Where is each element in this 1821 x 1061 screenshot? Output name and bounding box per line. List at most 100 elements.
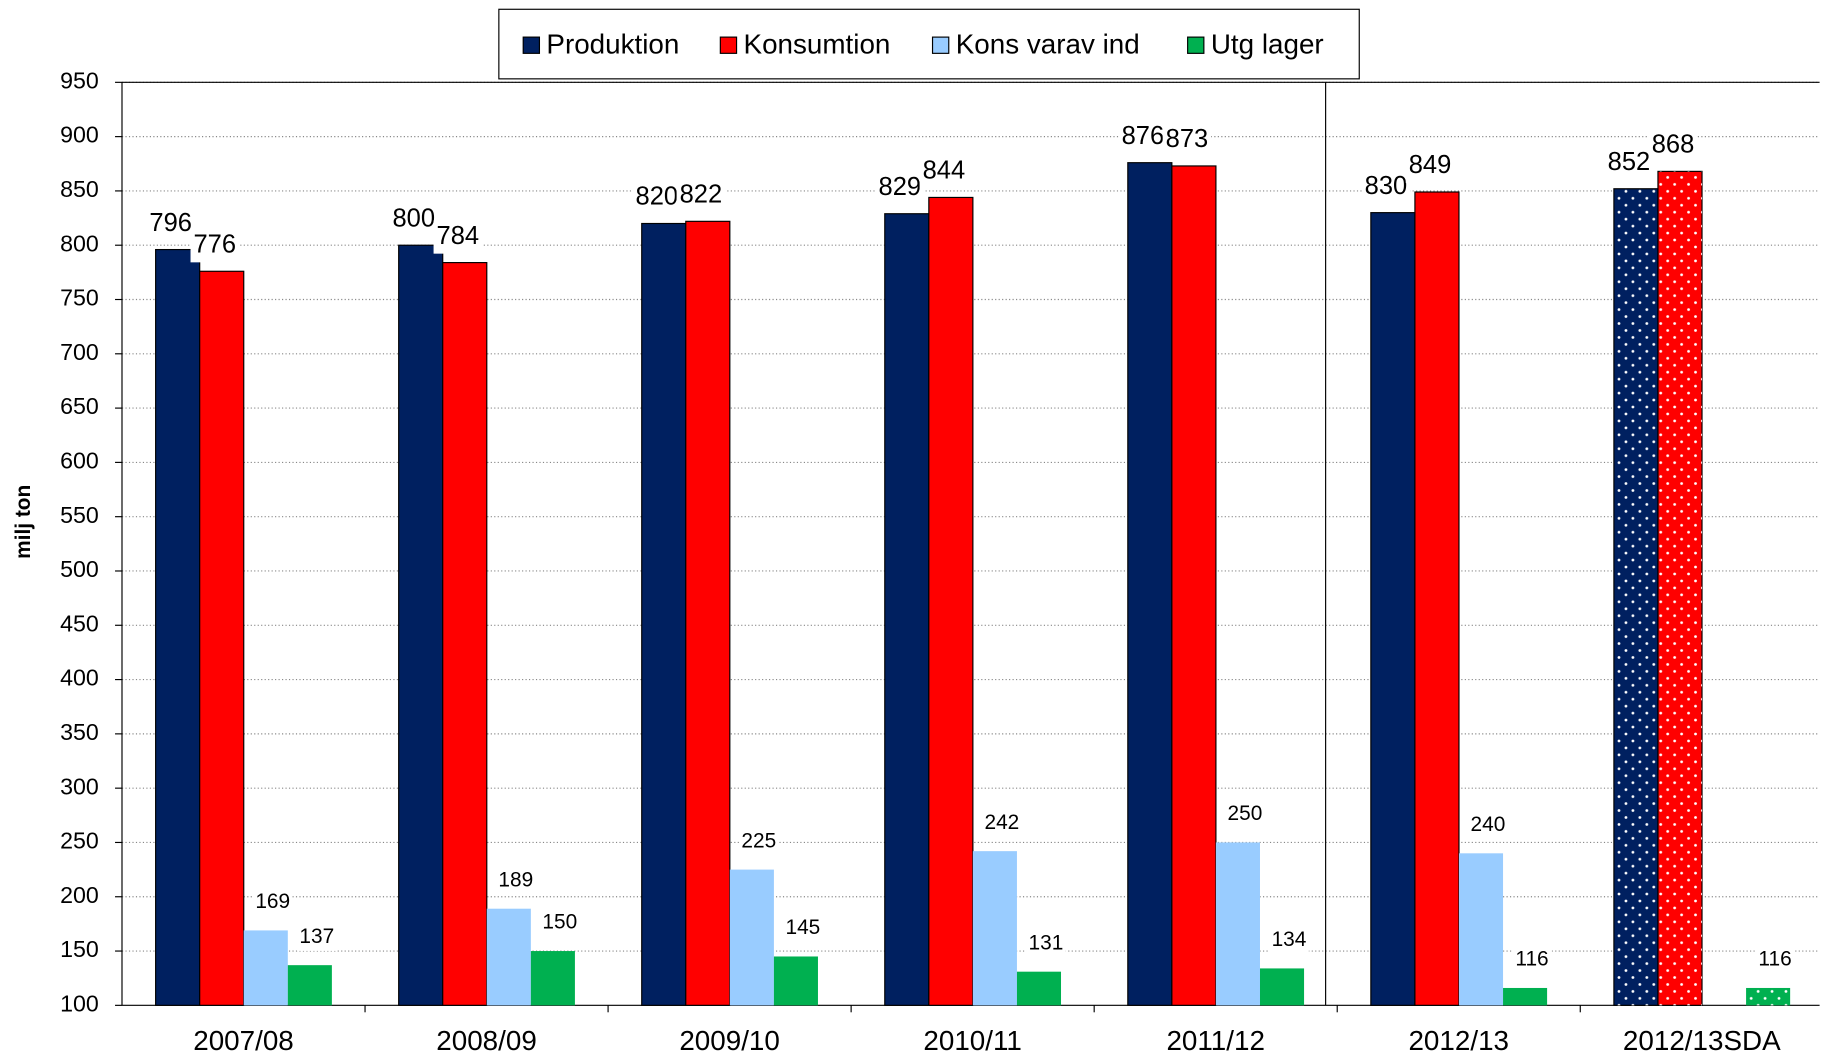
data-label-bg	[1118, 120, 1168, 154]
legend-label: Produktion	[546, 29, 679, 60]
x-tick-label: 2008/09	[436, 1025, 537, 1056]
bar	[729, 869, 774, 1006]
legend-swatch	[522, 36, 541, 54]
data-label: 829	[879, 173, 922, 201]
bar	[1414, 191, 1460, 1006]
bar	[928, 196, 974, 1006]
y-tick-label: 400	[60, 665, 99, 691]
data-label: 852	[1608, 148, 1651, 176]
y-tick-label: 450	[60, 610, 99, 636]
x-tick-label: 2011/12	[1166, 1025, 1264, 1056]
y-tick-label: 800	[60, 230, 99, 256]
data-label-bg	[495, 867, 536, 895]
bar	[486, 908, 531, 1006]
y-tick-label: 650	[60, 393, 99, 419]
data-label: 873	[1166, 125, 1209, 153]
data-label: 844	[923, 157, 966, 185]
x-tick-label: 2009/10	[679, 1025, 780, 1056]
bar	[1171, 165, 1217, 1006]
legend-swatch	[931, 36, 950, 54]
bar	[287, 965, 332, 1006]
y-tick-label: 600	[60, 448, 99, 474]
legend-label: Utg lager	[1211, 29, 1324, 60]
bar	[1370, 212, 1416, 1006]
legend-label: Konsumtion	[744, 29, 891, 60]
data-label: 145	[785, 916, 820, 939]
bar	[1503, 987, 1548, 1006]
bar	[398, 244, 444, 1006]
data-label-bg	[875, 171, 925, 205]
data-label-bg	[783, 915, 823, 943]
data-label-bg	[1162, 123, 1212, 158]
data-label-bg	[1405, 149, 1455, 184]
bar	[442, 262, 488, 1006]
y-tick-label: 550	[60, 502, 99, 528]
data-label-bg	[676, 179, 726, 213]
data-label: 776	[193, 230, 236, 258]
data-label: 849	[1409, 151, 1452, 179]
x-tick-label: 2010/11	[923, 1025, 1021, 1056]
data-label: 820	[636, 183, 679, 211]
x-tick-label: 2007/08	[193, 1025, 294, 1056]
y-tick-label: 850	[60, 176, 99, 202]
data-label-bg	[632, 181, 682, 215]
data-label-bg	[1604, 146, 1654, 180]
bar-pattern	[1657, 171, 1703, 1006]
data-label: 242	[984, 811, 1019, 834]
data-label-bg	[190, 229, 239, 263]
data-label-bg	[739, 828, 779, 856]
y-tick-label: 900	[60, 122, 99, 148]
legend-swatch	[719, 36, 738, 54]
data-label-bg	[1648, 129, 1698, 163]
data-label: 116	[1758, 948, 1791, 971]
legend-swatch	[1187, 36, 1205, 54]
data-label-bg	[1512, 946, 1552, 974]
data-label: 868	[1652, 131, 1695, 159]
bar-pattern	[1613, 188, 1658, 1006]
data-label: 225	[741, 829, 776, 852]
data-label: 131	[1029, 931, 1064, 954]
bar	[199, 270, 245, 1006]
bar	[1259, 968, 1305, 1006]
bar	[155, 248, 201, 1006]
bar	[1127, 162, 1173, 1006]
data-label: 822	[680, 181, 723, 209]
bar	[685, 220, 731, 1006]
data-label: 169	[255, 890, 290, 913]
bar	[1016, 971, 1062, 1006]
legend: Produktion Konsumtion Kons varav ind Utg la…	[498, 8, 1360, 80]
y-tick-label: 150	[60, 936, 99, 962]
data-label-bg	[1755, 946, 1795, 974]
y-tick-label: 100	[60, 990, 99, 1016]
x-tick-label: 2012/13	[1408, 1025, 1509, 1056]
data-label-bg	[982, 809, 1022, 837]
data-label-bg	[146, 207, 195, 241]
data-label: 830	[1365, 172, 1408, 200]
data-label-bg	[433, 220, 483, 254]
y-tick-label: 350	[60, 719, 99, 745]
data-label-bg	[1225, 801, 1265, 829]
y-tick-label: 700	[60, 339, 99, 365]
y-axis-label: milj ton	[12, 485, 35, 559]
y-tick-label: 200	[60, 882, 99, 908]
data-label-bg	[919, 155, 969, 189]
bar	[884, 213, 930, 1006]
data-label-bg	[252, 889, 293, 917]
bar	[530, 951, 575, 1006]
data-label-bg	[1468, 811, 1508, 840]
y-tick-label: 500	[60, 556, 99, 582]
data-label: 134	[1272, 928, 1307, 951]
data-label-bg	[540, 909, 580, 937]
y-tick-label: 950	[60, 67, 99, 93]
y-tick-label: 250	[60, 828, 99, 854]
data-label: 150	[542, 911, 577, 934]
bar	[1458, 853, 1504, 1006]
data-label-bg	[1026, 930, 1066, 958]
x-tick-label: 2012/13SDA	[1623, 1025, 1781, 1056]
data-label: 116	[1515, 948, 1548, 971]
data-label: 800	[392, 204, 435, 232]
legend-box	[498, 8, 1360, 80]
data-label: 876	[1122, 122, 1165, 150]
data-label: 250	[1228, 802, 1263, 825]
